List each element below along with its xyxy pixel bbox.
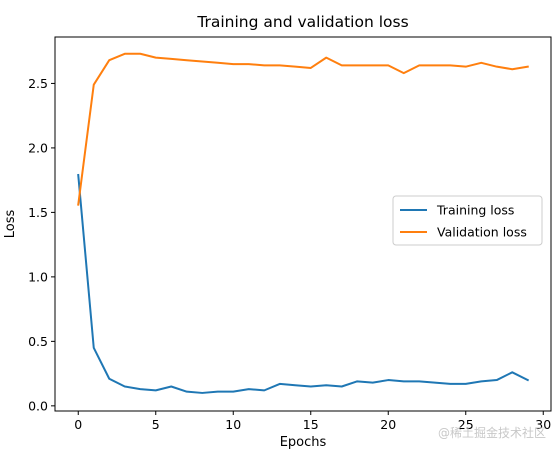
y-tick-label: 0.0 xyxy=(28,398,48,413)
x-tick-label: 30 xyxy=(535,417,551,432)
legend-label: Validation loss xyxy=(437,225,527,240)
legend-label: Training loss xyxy=(436,203,514,218)
y-axis-ticks: 0.0 0.5 1.0 1.5 2.0 2.5 xyxy=(28,76,55,413)
legend: Training loss Validation loss xyxy=(392,195,543,246)
x-tick-label: 15 xyxy=(303,417,319,432)
chart-title: Training and validation loss xyxy=(196,13,408,31)
y-axis-label: Loss xyxy=(3,210,18,239)
x-tick-label: 20 xyxy=(380,417,396,432)
series-line-training-loss xyxy=(77,173,530,394)
x-tick-label: 5 xyxy=(152,417,160,432)
watermark: @稀土掘金技术社区 xyxy=(437,426,546,440)
x-axis-label: Epochs xyxy=(280,435,327,450)
legend-box xyxy=(392,195,543,246)
y-tick-label: 0.5 xyxy=(28,334,48,349)
x-tick-label: 0 xyxy=(74,417,82,432)
series-line-validation-loss xyxy=(77,52,529,206)
x-tick-label: 10 xyxy=(225,417,241,432)
y-tick-label: 2.0 xyxy=(28,140,48,155)
x-tick-label: 25 xyxy=(458,417,474,432)
plot-area xyxy=(54,36,552,412)
series-layer xyxy=(77,52,530,394)
y-tick-label: 1.5 xyxy=(28,205,48,220)
y-tick-label: 2.5 xyxy=(28,76,48,91)
x-axis-ticks: 0 5 10 15 20 25 30 xyxy=(74,411,551,432)
y-tick-label: 1.0 xyxy=(28,269,48,284)
plot-frame xyxy=(54,36,552,412)
